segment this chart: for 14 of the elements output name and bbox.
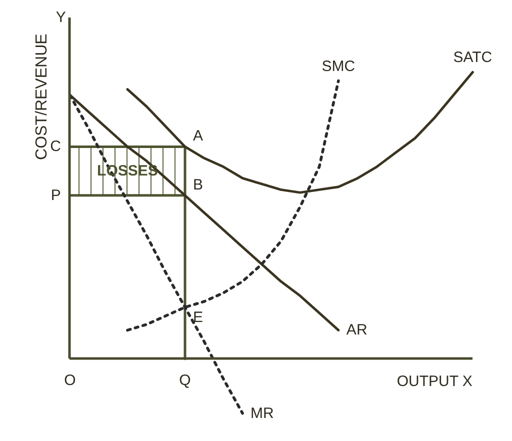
series-label: SATC [453, 49, 492, 66]
x-tick-label: Q [179, 372, 191, 389]
annotation: E [193, 309, 204, 326]
series-label: SMC [322, 58, 356, 75]
annotation: P [50, 186, 61, 204]
series-label: MR [250, 404, 274, 422]
text: Y [56, 9, 66, 26]
annotation: A [193, 128, 204, 145]
x-axis-title: OUTPUT X [396, 372, 472, 390]
annotation: C [50, 138, 62, 156]
annotation: B [193, 176, 204, 194]
y-axis-title: COST/REVENUE [33, 34, 50, 160]
series-label: AR [346, 322, 368, 339]
x-tick-label: O [64, 372, 76, 389]
